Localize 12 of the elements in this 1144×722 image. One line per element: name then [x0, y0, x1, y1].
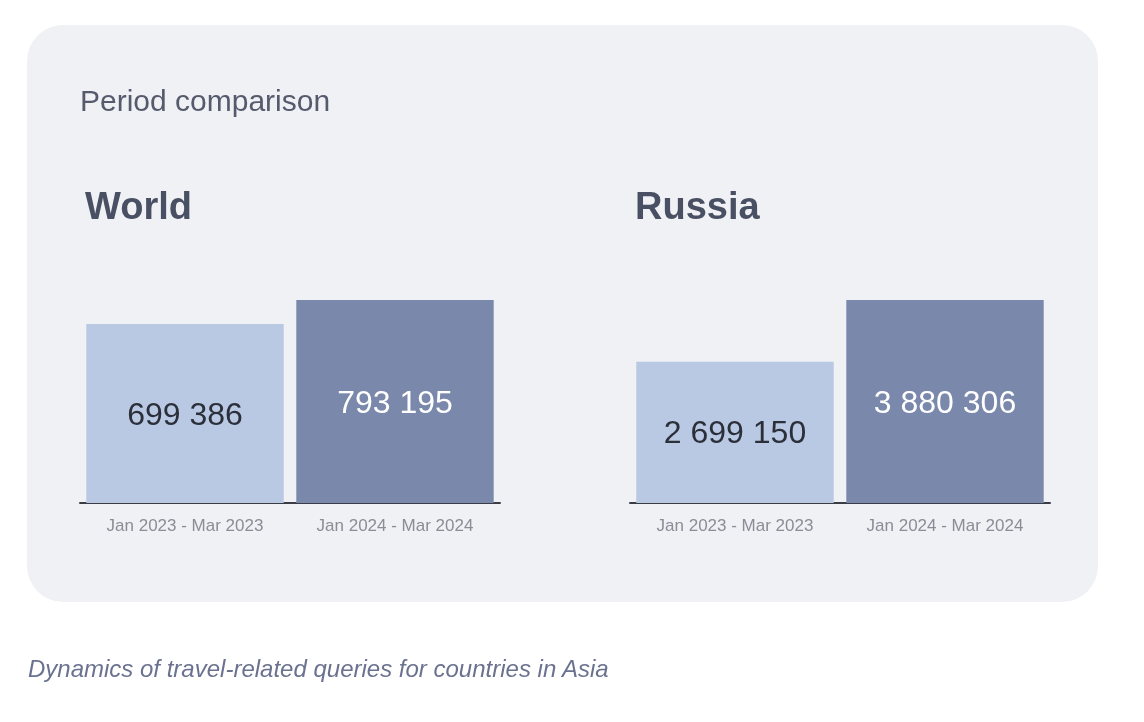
data-label: 2 699 150	[663, 414, 807, 451]
data-label: 793 195	[337, 383, 453, 420]
chart-title: World	[85, 185, 192, 227]
chart-title: Russia	[635, 185, 761, 227]
text: Period comparison	[80, 84, 331, 118]
text: Dynamics of travel-related queries for countries in Asia	[28, 655, 609, 683]
x-tick-label: Jan 2024 - Mar 2024	[866, 516, 1024, 535]
data-label: 3 880 306	[873, 383, 1017, 420]
x-tick-label: Jan 2024 - Mar 2024	[316, 516, 474, 535]
x-tick-label: Jan 2023 - Mar 2023	[106, 516, 264, 535]
data-label: 699 386	[127, 395, 243, 432]
x-tick-label: Jan 2023 - Mar 2023	[656, 516, 814, 535]
